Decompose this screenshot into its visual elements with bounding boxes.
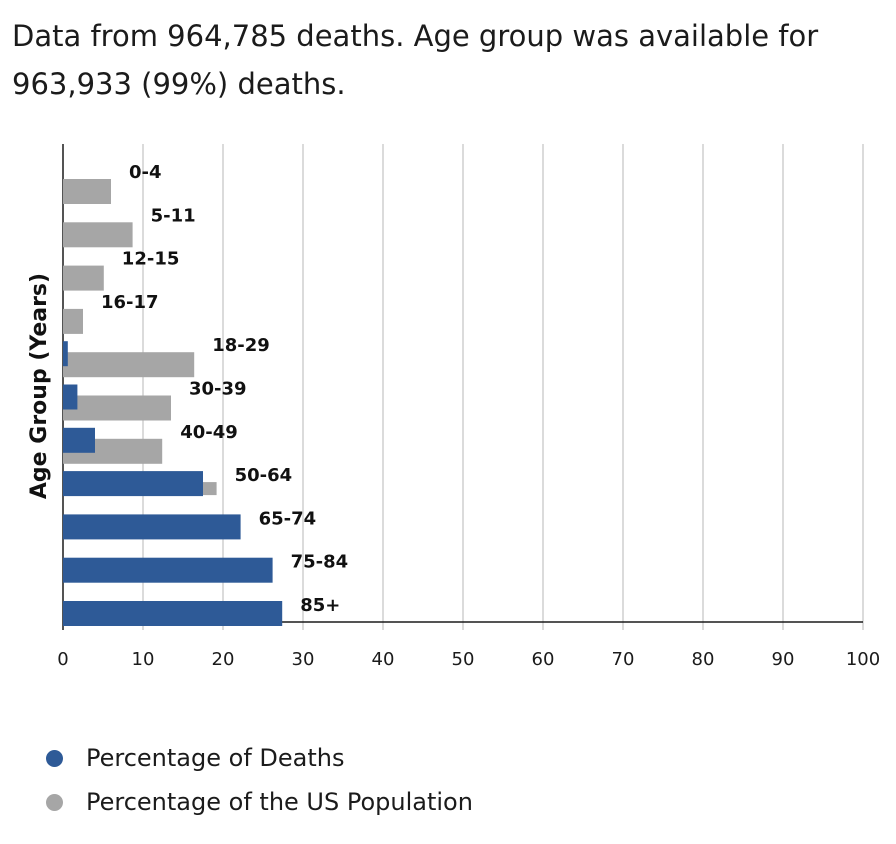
- bar-population-12-15: [63, 265, 104, 291]
- legend-label-population: Percentage of the US Population: [86, 788, 473, 816]
- chart-legend: Percentage of Deaths Percentage of the U…: [46, 736, 473, 824]
- bar-deaths-75-84: [63, 557, 273, 583]
- category-label-18-29: 18-29: [212, 335, 270, 356]
- age-group-bar-chart: 0 10 20 30 40 50 60 70 80 90 100 Age Group (Years) 0…: [27, 144, 880, 670]
- x-tick-label-60: 60: [532, 649, 555, 670]
- x-tick-label-80: 80: [692, 649, 715, 670]
- bar-population-16-17: [63, 308, 83, 334]
- legend-item-population[interactable]: Percentage of the US Population: [46, 780, 473, 824]
- category-label-5-11: 5-11: [151, 205, 196, 226]
- x-tick-label-50: 50: [452, 649, 475, 670]
- legend-item-deaths[interactable]: Percentage of Deaths: [46, 736, 473, 780]
- category-label-30-39: 30-39: [189, 379, 247, 400]
- category-label-75-84: 75-84: [291, 552, 349, 573]
- bar-deaths-30-39: [63, 384, 78, 410]
- category-label-16-17: 16-17: [101, 292, 159, 313]
- bar-deaths-40-49: [63, 427, 95, 453]
- chart-subtitle: Data from 964,785 deaths. Age group was …: [12, 12, 888, 108]
- bar-deaths-50-64: [63, 471, 203, 497]
- bar-population-18-29: [63, 352, 195, 378]
- bar-population-5-11: [63, 222, 133, 248]
- bar-population-0-4: [63, 179, 111, 204]
- category-label-12-15: 12-15: [122, 249, 180, 270]
- category-label-65-74: 65-74: [259, 508, 317, 529]
- x-tick-label-100: 100: [846, 649, 880, 670]
- bar-deaths-18-29: [63, 341, 68, 367]
- x-tick-label-10: 10: [132, 649, 155, 670]
- legend-dot-population: [46, 793, 63, 811]
- category-label-0-4: 0-4: [129, 162, 162, 183]
- category-label-40-49: 40-49: [180, 422, 238, 443]
- y-axis-title: Age Group (Years): [27, 273, 52, 499]
- x-tick-label-40: 40: [372, 649, 395, 670]
- subtitle-line-1: Data from 964,785 deaths. Age group was …: [12, 19, 819, 53]
- x-tick-label-0: 0: [57, 649, 68, 670]
- x-tick-label-90: 90: [772, 649, 795, 670]
- bar-population-30-39: [63, 395, 171, 421]
- bar-deaths-65-74: [63, 514, 241, 540]
- x-tick-label-70: 70: [612, 649, 635, 670]
- bar-deaths-85+: [63, 601, 283, 626]
- subtitle-line-2: 963,933 (99%) deaths.: [12, 67, 346, 101]
- x-tick-label-20: 20: [212, 649, 235, 670]
- legend-label-deaths: Percentage of Deaths: [86, 744, 345, 772]
- category-label-85+: 85+: [300, 595, 340, 616]
- x-tick-label-30: 30: [292, 649, 315, 670]
- legend-dot-deaths: [46, 749, 63, 767]
- category-label-50-64: 50-64: [235, 465, 293, 486]
